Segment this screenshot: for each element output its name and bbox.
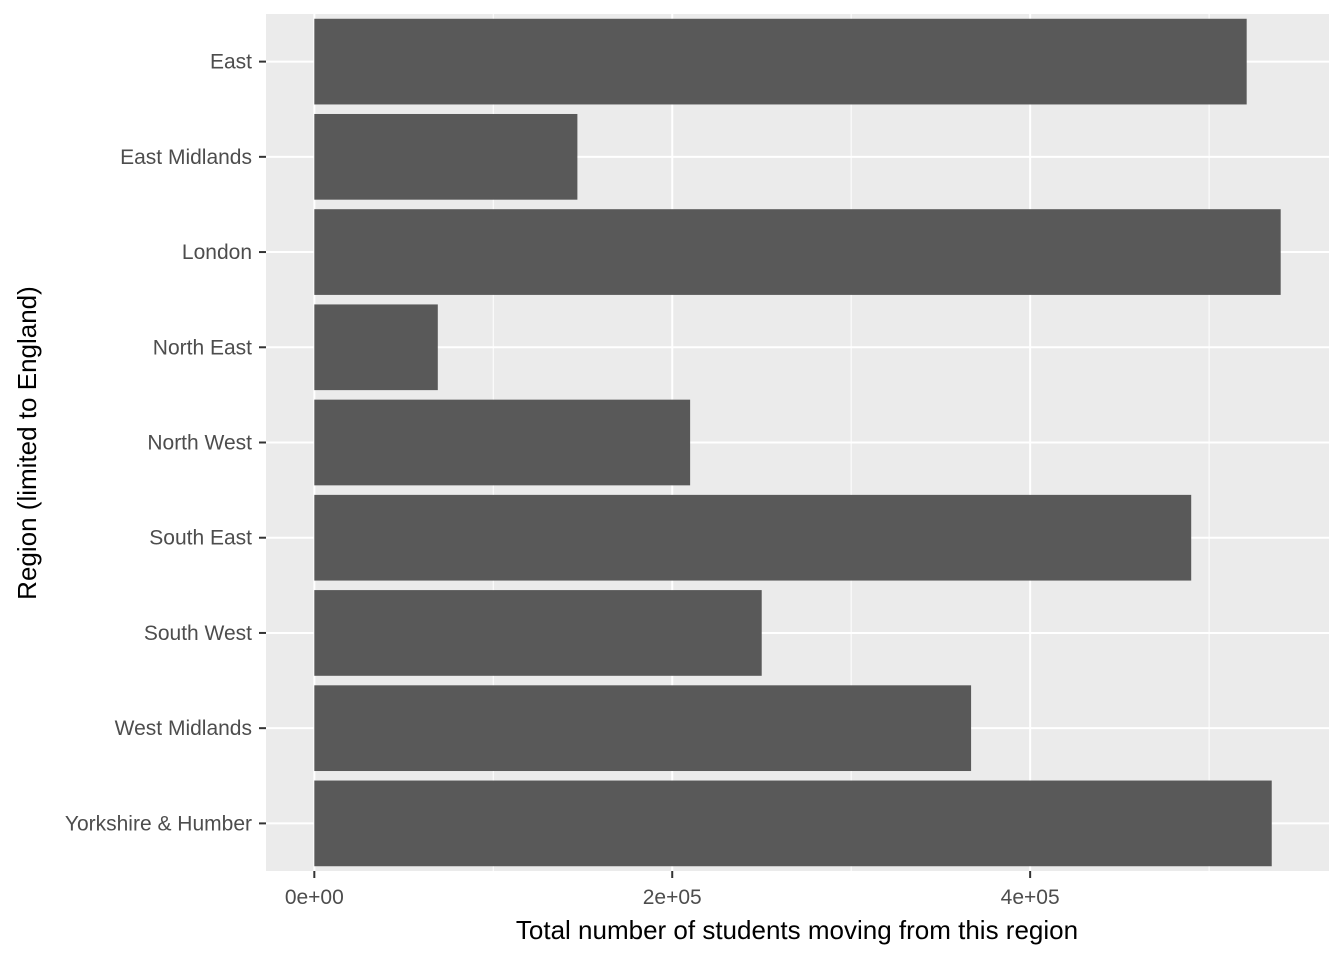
bar	[314, 685, 972, 772]
x-tick-label: 0e+00	[285, 886, 344, 909]
bar	[314, 780, 1272, 867]
y-tick-label: South East	[149, 527, 252, 550]
bars	[314, 18, 1281, 867]
bar	[314, 494, 1192, 581]
y-tick-label: West Midlands	[115, 717, 252, 740]
x-axis: 0e+00 2e+05 4e+05	[285, 871, 1060, 909]
y-axis: East East Midlands London North East North W…	[65, 51, 266, 835]
y-tick-label: North West	[147, 432, 252, 455]
y-tick-label: East Midlands	[120, 146, 252, 169]
y-tick-label: Yorkshire & Humber	[65, 812, 252, 835]
y-axis-title: Region (limited to England)	[12, 286, 42, 600]
y-tick-label: South West	[144, 622, 252, 645]
bar	[314, 209, 1281, 295]
bar	[314, 590, 762, 676]
bar	[314, 304, 438, 391]
x-axis-title: Total number of students moving from thi…	[516, 915, 1078, 945]
bar	[314, 113, 578, 200]
bar	[314, 18, 1247, 105]
x-tick-label: 2e+05	[643, 886, 702, 909]
y-tick-label: London	[182, 241, 252, 264]
x-tick-label: 4e+05	[1001, 886, 1060, 909]
bar	[314, 399, 691, 486]
y-tick-label: East	[210, 51, 252, 74]
y-tick-label: North East	[153, 336, 252, 359]
